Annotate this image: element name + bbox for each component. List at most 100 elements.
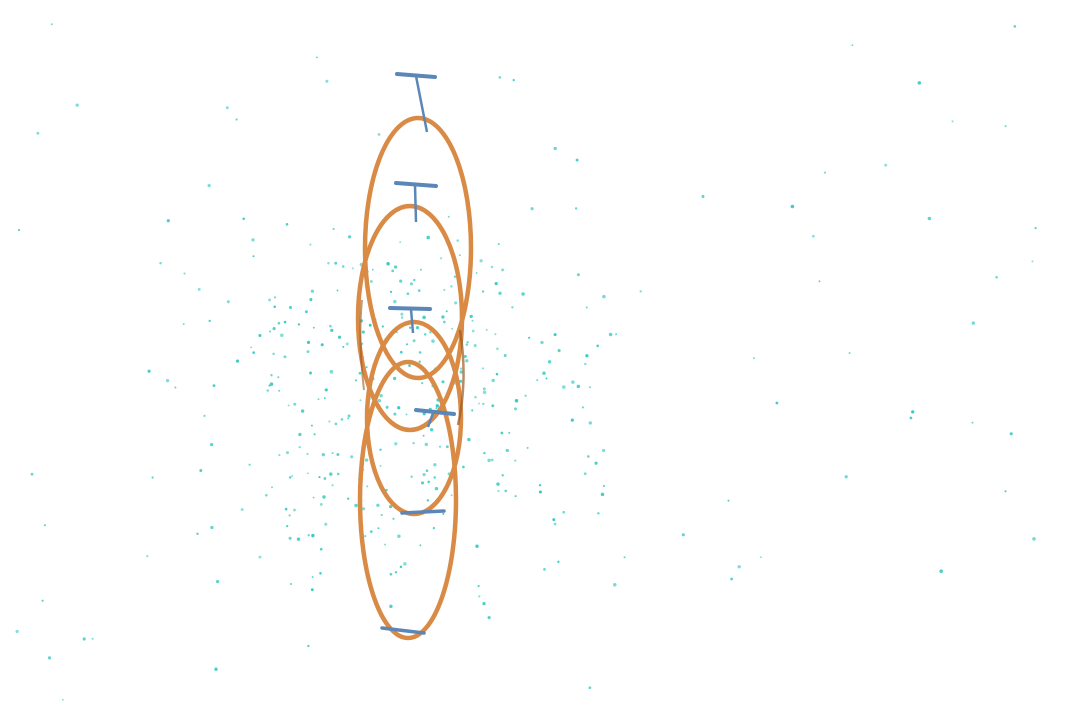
speck-dot <box>570 418 574 422</box>
speck-dot <box>183 272 186 275</box>
rubber-band-bottom <box>357 359 459 641</box>
speck-dot <box>514 495 517 498</box>
speck-dot <box>483 451 486 455</box>
speck-dot <box>408 326 412 329</box>
speck-dot <box>441 315 445 319</box>
pins <box>380 72 456 635</box>
t-pin-icon <box>380 626 426 635</box>
speck-dot <box>312 326 315 329</box>
speck-dot <box>602 484 605 488</box>
speck-dot <box>588 686 592 690</box>
speck-dot <box>293 508 296 512</box>
speck-dot <box>226 300 230 304</box>
speck-dot <box>359 399 362 402</box>
speck-dot <box>368 323 372 327</box>
speck-dot <box>207 184 211 188</box>
speck-dot <box>812 234 815 238</box>
speck-dot <box>951 120 954 123</box>
speck-dot <box>431 339 435 343</box>
speck-dot <box>521 292 525 296</box>
speck-dot <box>419 544 422 547</box>
speck-dot <box>146 555 149 558</box>
speck-dot <box>270 374 273 377</box>
speck-dot <box>417 289 421 292</box>
speck-dot <box>399 565 403 569</box>
speck-dot <box>258 555 262 559</box>
speck-dot <box>331 452 334 455</box>
t-pin-icon <box>414 408 456 428</box>
speck-dot <box>47 656 52 660</box>
speck-dot <box>216 580 220 584</box>
speck-dot <box>536 379 539 382</box>
speck-dot <box>497 243 500 246</box>
speck-dot <box>584 362 587 366</box>
speck-dot <box>341 265 345 268</box>
speck-dot <box>818 280 821 283</box>
speck-dot <box>337 335 342 339</box>
speck-dot <box>475 271 478 275</box>
speck-dot <box>36 131 40 135</box>
speck-dot <box>288 305 293 310</box>
speck-dot <box>41 599 44 602</box>
speck-dot <box>995 276 998 279</box>
speck-dot <box>494 281 498 286</box>
speck-dot <box>576 273 580 277</box>
speck-dot <box>399 279 403 283</box>
speck-dot <box>273 305 276 308</box>
speck-dot <box>397 406 401 410</box>
speck-dot <box>463 354 467 358</box>
speck-dot <box>608 332 613 337</box>
speck-dot <box>393 299 397 304</box>
speck-dot <box>456 239 460 242</box>
speck-dot <box>419 268 422 271</box>
speck-dot <box>576 384 581 389</box>
speck-dot <box>306 452 309 455</box>
speck-dot <box>298 445 301 449</box>
speck-dot <box>280 333 284 338</box>
speck-dot <box>182 323 185 326</box>
speck-dot <box>240 508 244 511</box>
speck-dot <box>386 261 390 266</box>
speck-dot <box>588 386 592 389</box>
speck-dot <box>61 698 64 701</box>
speck-dot <box>309 243 312 246</box>
speck-dot <box>15 629 19 634</box>
speck-dot <box>465 343 469 346</box>
speck-dot <box>289 476 292 479</box>
speck-dot <box>307 644 310 648</box>
speck-dot <box>418 360 421 363</box>
speck-dot <box>304 310 308 314</box>
speck-dot <box>277 376 280 379</box>
speck-dot <box>490 458 494 462</box>
speck-dot <box>501 474 504 477</box>
speck-dot <box>307 534 310 537</box>
speck-dot <box>334 261 338 265</box>
speck-dot <box>498 291 502 295</box>
speck-dot <box>208 319 211 323</box>
speck-dot <box>284 507 288 511</box>
speck-dot <box>347 235 352 239</box>
speck-dot <box>848 352 851 354</box>
speck-dot <box>971 321 975 325</box>
speck-dot <box>1031 260 1034 263</box>
speck-dot <box>543 568 546 571</box>
speck-dot <box>462 465 465 469</box>
speck-dot <box>319 502 323 506</box>
speck-dot <box>300 409 305 413</box>
speck-dot <box>364 535 367 538</box>
speck-dot <box>296 537 301 541</box>
speck-dot <box>174 386 177 389</box>
speck-dot <box>439 445 441 448</box>
speck-dot <box>166 219 170 223</box>
speck-dot <box>394 571 398 574</box>
speck-dot <box>435 404 440 408</box>
speck-dot <box>91 637 94 640</box>
speck-dot <box>495 372 499 376</box>
speck-dot <box>435 407 438 410</box>
speck-dot <box>482 601 486 606</box>
speck-dot <box>478 595 481 598</box>
speck-dot <box>884 163 888 167</box>
speck-dot <box>369 279 373 283</box>
speck-dot <box>272 327 276 331</box>
